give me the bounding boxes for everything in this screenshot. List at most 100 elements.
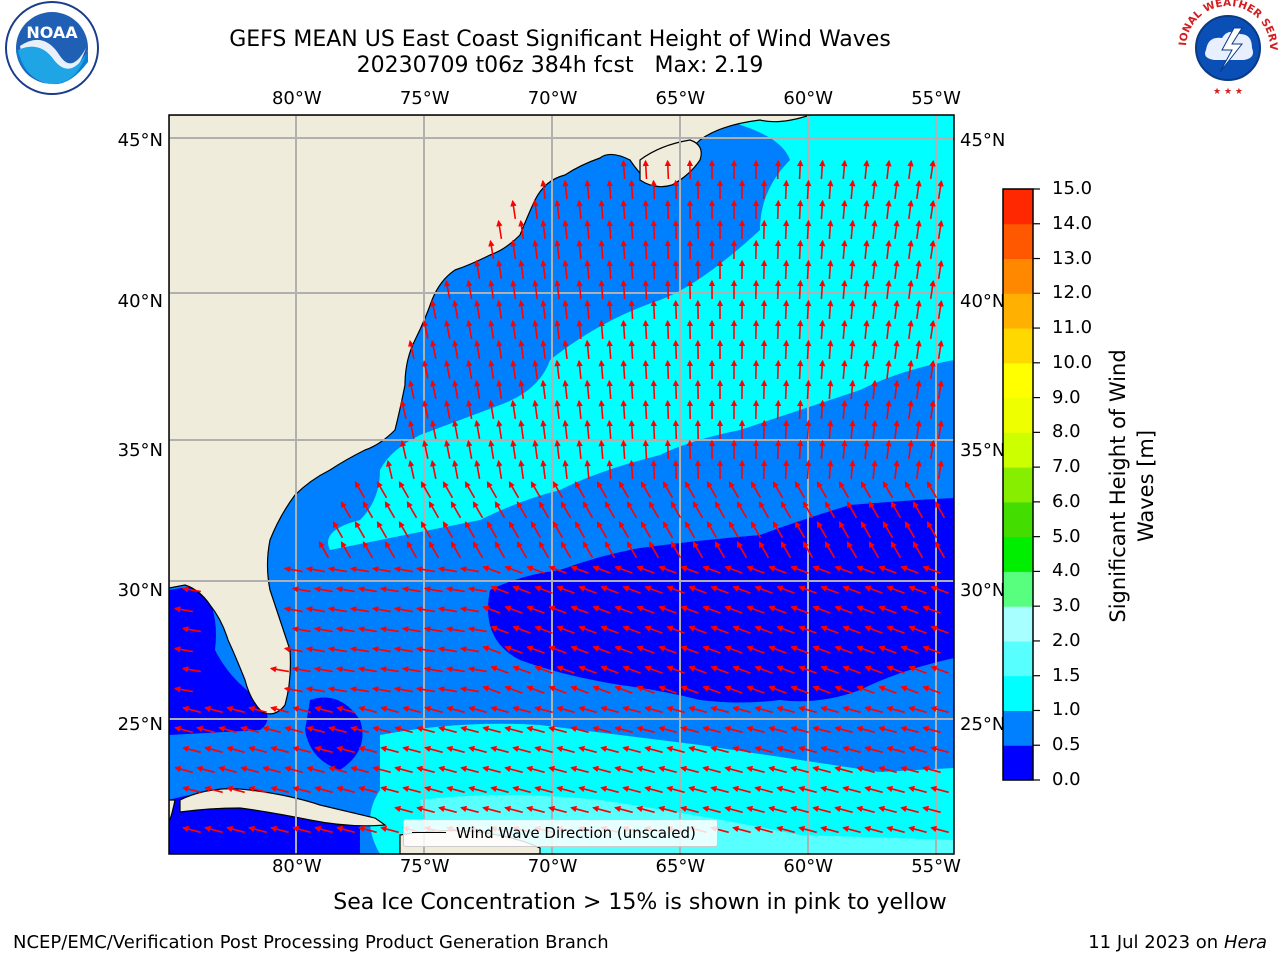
wave-direction-arrow [350, 765, 369, 774]
wave-direction-arrow [380, 705, 399, 714]
colorbar-segment [1003, 223, 1033, 260]
wave-direction-arrow [534, 785, 553, 794]
wave-direction-arrow [636, 725, 655, 734]
wave-direction-arrow [578, 585, 597, 594]
wave-direction-arrow [754, 625, 773, 634]
lat-label-right: 45°N [960, 129, 1006, 151]
wave-direction-arrow [628, 219, 635, 240]
wave-direction-arrow [666, 705, 685, 714]
wave-direction-arrow [402, 705, 421, 714]
wave-direction-arrow [790, 805, 809, 814]
wave-direction-arrow [598, 439, 605, 460]
wave-direction-arrow [684, 521, 696, 539]
wave-direction-arrow [937, 339, 944, 360]
wave-direction-arrow [805, 299, 812, 320]
sea-ice-note: Sea Ice Concentration > 15% is shown in … [333, 890, 947, 915]
wave-direction-arrow [437, 646, 458, 653]
wave-direction-arrow [732, 665, 751, 674]
wave-direction-arrow [732, 785, 751, 794]
wave-direction-arrow [466, 359, 473, 379]
wave-direction-arrow [805, 339, 812, 360]
wave-direction-arrow [644, 705, 663, 714]
wave-direction-arrow [885, 439, 892, 460]
wave-direction-arrow [240, 765, 259, 774]
wave-direction-arrow [871, 179, 878, 200]
wave-direction-arrow [488, 279, 495, 300]
wave-direction-arrow [878, 645, 897, 654]
wave-direction-arrow [934, 541, 946, 559]
wave-direction-arrow [283, 606, 304, 613]
wave-direction-arrow [758, 541, 770, 559]
wave-direction-arrow [620, 399, 627, 420]
wave-direction-arrow [562, 459, 569, 480]
wave-direction-arrow [724, 565, 743, 574]
wave-direction-arrow [768, 805, 787, 814]
wave-direction-arrow [798, 825, 817, 834]
lat-label-left: 45°N [117, 129, 163, 151]
wave-direction-arrow [196, 765, 215, 774]
wave-direction-arrow [782, 339, 790, 360]
wave-direction-arrow [415, 566, 436, 573]
wave-direction-arrow [526, 765, 545, 774]
wave-direction-arrow [805, 219, 812, 240]
wave-direction-arrow [437, 606, 458, 613]
wave-direction-arrow [554, 279, 561, 300]
colorbar-label: 0.0 [1052, 769, 1081, 790]
wave-direction-arrow [664, 439, 672, 460]
wave-direction-arrow [576, 359, 583, 380]
wave-direction-arrow [376, 481, 388, 499]
wave-direction-arrow [488, 319, 495, 340]
wave-direction-arrow [728, 481, 740, 499]
wave-direction-arrow [380, 745, 399, 754]
wave-direction-arrow [614, 685, 633, 694]
wave-direction-arrow [886, 705, 905, 714]
wave-direction-arrow [444, 319, 451, 339]
wave-direction-arrow [774, 399, 782, 420]
wave-direction-arrow [724, 605, 743, 614]
wave-direction-arrow [754, 745, 773, 754]
wave-direction-arrow [598, 359, 605, 380]
wave-direction-arrow [540, 459, 547, 480]
wave-direction-arrow [672, 379, 680, 400]
wave-direction-arrow [467, 666, 488, 673]
wave-direction-arrow [732, 625, 751, 634]
wave-direction-arrow [357, 586, 378, 593]
wave-direction-arrow [622, 625, 641, 634]
wave-direction-arrow [929, 439, 936, 460]
wave-direction-arrow [900, 725, 919, 734]
wave-direction-arrow [820, 785, 839, 794]
wave-direction-arrow [336, 825, 355, 834]
wave-direction-arrow [930, 745, 949, 754]
colorbar-label: 11.0 [1052, 317, 1093, 339]
wave-direction-arrow [596, 481, 608, 499]
colorbar-label: 1.5 [1052, 664, 1081, 686]
wave-direction-arrow [871, 379, 878, 400]
svg-text:Significant Height of Wind: Significant Height of Wind [1106, 349, 1130, 622]
wave-direction-arrow [248, 745, 267, 754]
wave-direction-arrow [650, 419, 658, 440]
wave-direction-arrow [538, 501, 550, 519]
wave-direction-arrow [732, 745, 751, 754]
wave-direction-arrow [797, 279, 804, 300]
wave-direction-arrow [358, 825, 377, 834]
wave-direction-arrow [270, 825, 289, 834]
wave-direction-arrow [908, 705, 927, 714]
wave-direction-arrow [926, 521, 938, 539]
wave-direction-arrow [650, 219, 658, 240]
wave-direction-arrow [849, 419, 856, 440]
wave-direction-arrow [576, 199, 583, 220]
wave-direction-arrow [570, 805, 589, 814]
wave-direction-arrow [878, 685, 897, 694]
wave-direction-arrow [398, 521, 410, 539]
wave-direction-arrow [504, 605, 523, 614]
wave-direction-arrow [885, 239, 892, 260]
wave-direction-arrow [606, 179, 613, 200]
wave-direction-arrow [774, 319, 782, 340]
wave-direction-arrow [459, 606, 480, 613]
wave-direction-arrow [885, 319, 892, 340]
wave-direction-arrow [820, 825, 839, 834]
wave-direction-arrow [863, 359, 870, 380]
wave-direction-arrow [534, 745, 553, 754]
wave-direction-arrow [841, 359, 848, 380]
credit-left: NCEP/EMC/Verification Post Processing Pr… [13, 932, 609, 953]
